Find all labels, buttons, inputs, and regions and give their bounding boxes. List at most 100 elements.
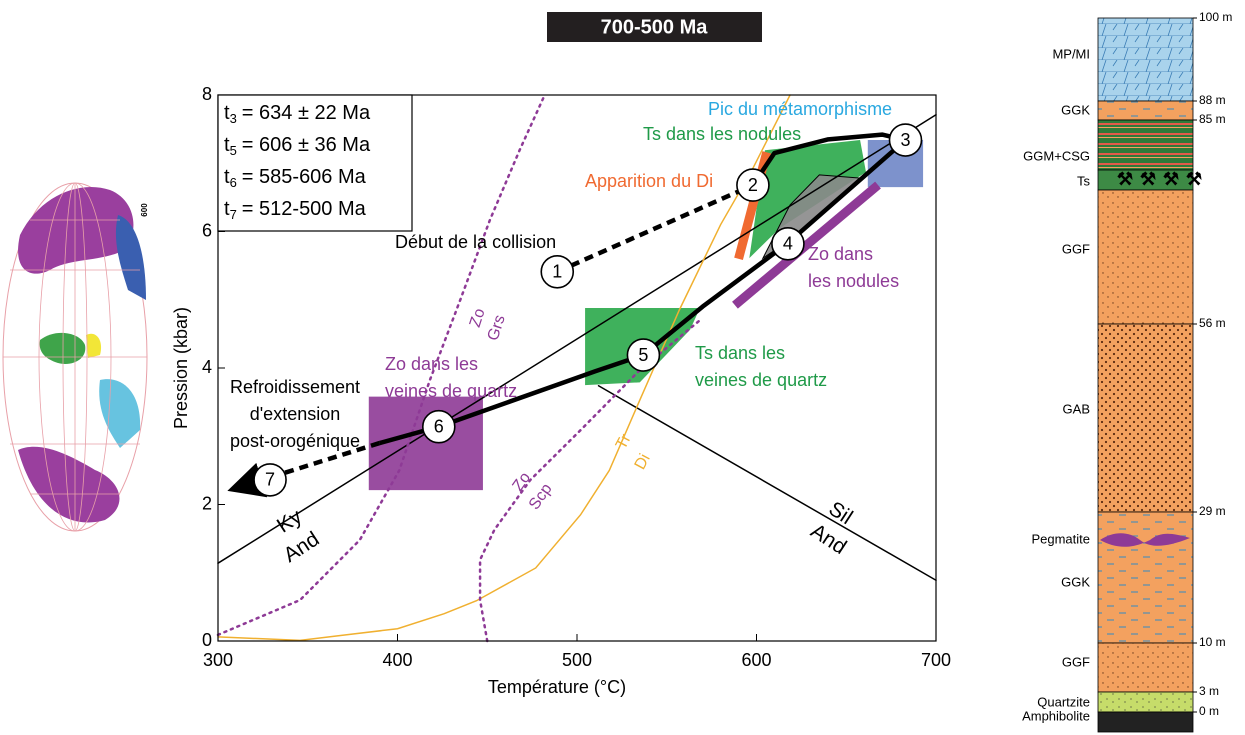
station-label: 5 xyxy=(638,345,648,365)
station xyxy=(888,123,923,157)
station-label: 2 xyxy=(748,175,758,195)
x-tick-label: 300 xyxy=(203,650,233,670)
age-index: 7 xyxy=(230,207,237,222)
landmass xyxy=(18,187,134,274)
annotation: post-orogénique xyxy=(230,431,360,451)
age-text: = 512-500 Ma xyxy=(242,198,367,220)
y-tick-label: 6 xyxy=(202,220,212,240)
annotation: Apparition du Di xyxy=(585,171,713,191)
station-label: 3 xyxy=(900,130,910,150)
annotation: Ts dans les nodules xyxy=(643,124,801,144)
column-layer xyxy=(1097,511,1194,644)
pegmatite-lens xyxy=(1100,533,1190,547)
station-label: 4 xyxy=(783,234,793,254)
column-layer xyxy=(1097,100,1194,121)
curve-label: Zo xyxy=(509,469,534,494)
station xyxy=(421,409,456,444)
age-symbol: t xyxy=(224,134,230,156)
age-text: = 634 ± 22 Ma xyxy=(242,102,371,124)
station-label: 6 xyxy=(434,416,444,436)
age-symbol: t xyxy=(224,166,230,188)
age-text: = 606 ± 36 Ma xyxy=(242,134,371,156)
age-index: 6 xyxy=(230,175,237,190)
landmass xyxy=(115,215,146,300)
column-layer xyxy=(1097,691,1194,713)
annotation: veines de quartz xyxy=(695,370,827,390)
age-text: = 585-606 Ma xyxy=(242,166,367,188)
curve-label: Di xyxy=(632,451,654,472)
station xyxy=(736,168,770,202)
depth-label: 0 m xyxy=(1199,704,1219,718)
unit-label: GGK xyxy=(1061,574,1090,589)
age: t6 = 585-606 Ma xyxy=(224,166,367,190)
x-tick-label: 400 xyxy=(382,650,412,670)
curve-label: Zo xyxy=(467,306,489,329)
ts-symbol: ⚒ xyxy=(1117,169,1133,189)
annotation: Refroidissement xyxy=(230,377,360,397)
depth-label: 88 m xyxy=(1199,93,1226,107)
age: t7 = 512-500 Ma xyxy=(224,198,367,222)
banner: 700-500 Ma xyxy=(601,16,709,38)
annotation: veines de quartz xyxy=(385,381,517,401)
unit-label: Amphibolite xyxy=(1022,708,1090,723)
x-tick-label: 500 xyxy=(562,650,592,670)
unit-label: Ts xyxy=(1077,173,1091,188)
landmass xyxy=(39,332,86,365)
curve-label: Scp xyxy=(526,481,556,513)
column-layer xyxy=(1097,119,1194,171)
column-layer xyxy=(1097,17,1194,102)
unit-label: GGF xyxy=(1062,241,1090,256)
column-layer xyxy=(1097,711,1194,733)
column-layer xyxy=(1097,642,1194,693)
unit-label: Quartzite xyxy=(1037,694,1090,709)
reaction-curve xyxy=(217,94,791,642)
globe-label: 600 xyxy=(140,203,149,217)
reaction-curve xyxy=(217,114,937,564)
unit-label: GAB xyxy=(1063,401,1090,416)
station xyxy=(540,254,575,289)
column-layer xyxy=(1097,323,1194,513)
y-tick-label: 0 xyxy=(202,630,212,650)
age: t3 = 634 ± 22 Ma xyxy=(224,102,371,126)
curve-label: Sil xyxy=(824,497,856,529)
reaction-curve xyxy=(597,384,937,582)
banner-box xyxy=(547,12,762,42)
station xyxy=(771,226,805,261)
annotation: Zo dans les xyxy=(385,354,478,374)
depth-label: 85 m xyxy=(1199,112,1226,126)
age-index: 3 xyxy=(230,111,237,126)
unit-label: GGM+CSG xyxy=(1023,148,1090,163)
x-tick-label: 700 xyxy=(921,650,951,670)
reaction-curve xyxy=(216,93,546,637)
annotation: Début de la collision xyxy=(395,232,556,252)
x-axis-label: Température (°C) xyxy=(488,677,626,697)
y-tick-label: 8 xyxy=(202,84,212,104)
ts-symbol: ⚒ xyxy=(1140,169,1156,189)
reaction-curve xyxy=(478,318,702,643)
depth-label: 3 m xyxy=(1199,684,1219,698)
station-label: 1 xyxy=(552,262,562,282)
graticule xyxy=(3,182,147,532)
depth-label: 29 m xyxy=(1199,504,1226,518)
age: t5 = 606 ± 36 Ma xyxy=(224,134,371,158)
globe: 600 xyxy=(2,182,149,532)
y-tick-label: 4 xyxy=(202,357,212,377)
station xyxy=(626,338,661,372)
depth-label: 10 m xyxy=(1199,635,1226,649)
y-tick-label: 2 xyxy=(202,493,212,513)
annotation: Ts dans les xyxy=(695,343,785,363)
depth-label: 56 m xyxy=(1199,316,1226,330)
age-index: 5 xyxy=(230,143,237,158)
x-tick-label: 600 xyxy=(741,650,771,670)
unit-label: GGF xyxy=(1062,654,1090,669)
pt-path xyxy=(556,183,754,274)
age-symbol: t xyxy=(224,102,230,124)
annotation: Zo dans xyxy=(808,244,873,264)
annotation: les nodules xyxy=(808,271,899,291)
annotation: Pic du métamorphisme xyxy=(708,99,892,119)
landmass xyxy=(86,333,102,358)
unit-label: Pegmatite xyxy=(1031,531,1090,546)
curve-label: Tr xyxy=(613,431,635,452)
